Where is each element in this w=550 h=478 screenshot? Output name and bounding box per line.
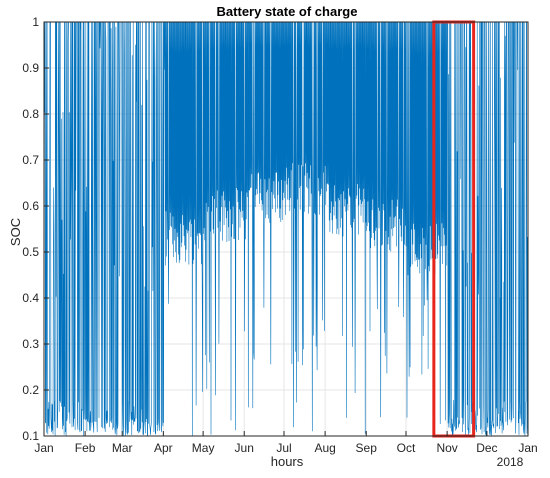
x-tick-label: Mar (112, 441, 133, 455)
soc-series (43, 21, 529, 437)
x-axis-ticks: Jan Feb Mar Apr May Jun Jul Aug Sep Oct Nov Dec Jan (34, 431, 538, 455)
y-tick-label: 0.4 (22, 291, 39, 305)
x-axis-label: hours (271, 454, 304, 469)
soc-line (43, 21, 529, 437)
x-tick-label: Apr (154, 441, 173, 455)
x-tick-label: Feb (75, 441, 96, 455)
y-tick-label: 0.1 (22, 429, 39, 443)
y-axis-label: SOC (8, 218, 23, 246)
y-tick-label: 1 (32, 15, 39, 29)
x-tick-label: Aug (314, 441, 335, 455)
y-tick-label: 0.9 (22, 61, 39, 75)
y-axis-ticks: 0.1 0.2 0.3 0.4 0.5 0.6 0.7 0.8 0.9 1 (22, 15, 49, 443)
x-year-label: 2018 (497, 455, 524, 469)
x-tick-label: Nov (436, 441, 457, 455)
x-tick-label: Jun (235, 441, 254, 455)
x-tick-label: Jan (518, 441, 537, 455)
x-tick-label: May (192, 441, 215, 455)
y-tick-label: 0.2 (22, 383, 39, 397)
x-tick-label: Dec (476, 441, 497, 455)
y-tick-label: 0.3 (22, 337, 39, 351)
y-tick-label: 0.7 (22, 153, 39, 167)
x-tick-label: Sep (356, 441, 378, 455)
y-tick-label: 0.5 (22, 245, 39, 259)
y-tick-label: 0.6 (22, 199, 39, 213)
x-tick-label: Oct (397, 441, 416, 455)
x-tick-label: Jan (34, 441, 53, 455)
chart-title: Battery state of charge (217, 4, 358, 19)
y-tick-label: 0.8 (22, 107, 39, 121)
plot-frame (43, 21, 529, 437)
x-tick-label: Jul (276, 441, 291, 455)
